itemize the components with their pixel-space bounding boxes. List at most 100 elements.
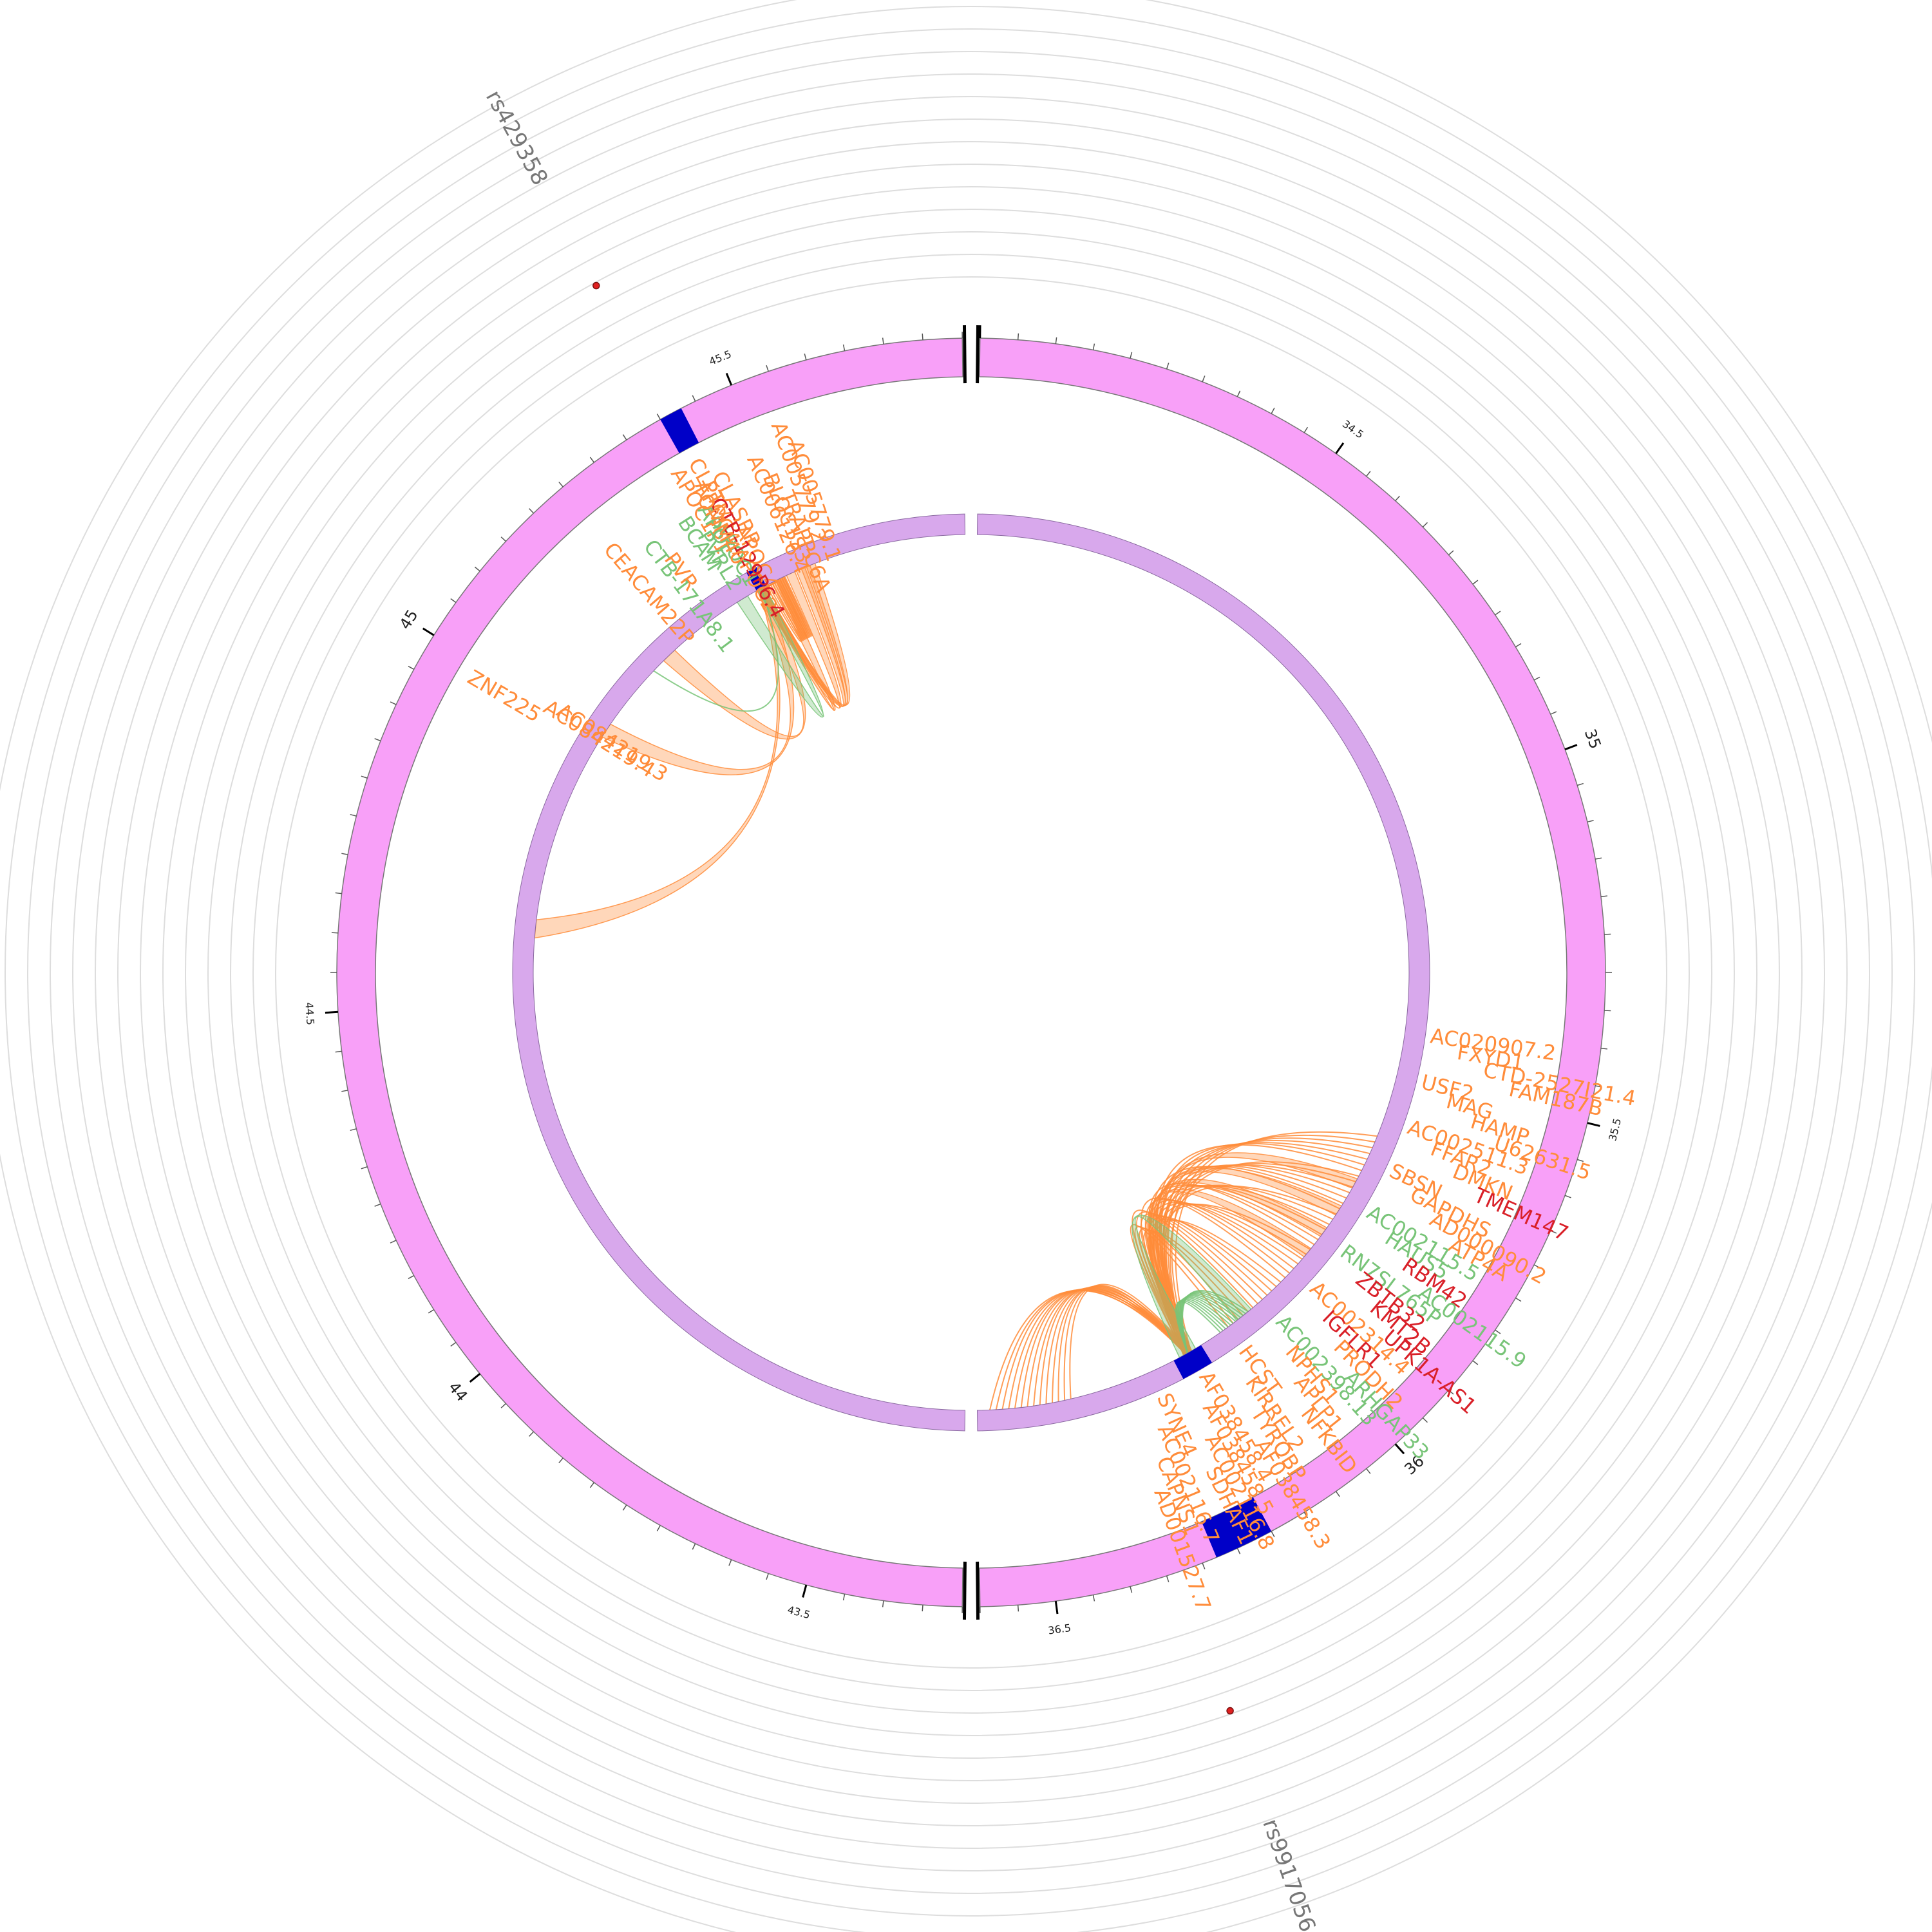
- tick-mark: [422, 627, 435, 636]
- tick-mark: [1335, 1491, 1340, 1497]
- chr16-green-curve: [1175, 1301, 1221, 1354]
- tick-mark: [1366, 1468, 1371, 1474]
- tick-mark: [1394, 1443, 1405, 1455]
- highlight-region: [660, 408, 699, 453]
- tick-mark: [428, 1309, 435, 1314]
- tick-mark: [350, 813, 357, 817]
- tick-mark: [728, 1559, 732, 1566]
- grid-circle: [117, 118, 1825, 1826]
- tick-mark: [450, 1341, 457, 1347]
- tick-mark: [766, 365, 769, 372]
- segment-break: [962, 1561, 967, 1620]
- chr16-orange-curve: [1132, 1209, 1254, 1356]
- inner-ring-chr16: [976, 513, 1430, 1432]
- tick-mark: [500, 1403, 506, 1408]
- tick-mark: [656, 1525, 661, 1531]
- grid-circle: [27, 28, 1915, 1917]
- grid-circle: [252, 254, 1690, 1691]
- tick-mark: [408, 1275, 415, 1280]
- tick-mark: [1130, 352, 1133, 359]
- snp-label: rs429358: [480, 86, 553, 190]
- chr16-orange-curve: [1134, 1226, 1234, 1355]
- tick-mark: [558, 481, 564, 488]
- tick-mark: [922, 1605, 923, 1612]
- chr16-orange-curve: [1164, 1184, 1334, 1352]
- ideogram-chr19: [336, 337, 963, 1607]
- tick-mark: [1092, 1595, 1095, 1602]
- tick-mark: [1236, 1548, 1241, 1555]
- tick-mark: [1236, 390, 1241, 397]
- tick-mark: [692, 1543, 696, 1550]
- tick-mark: [1092, 343, 1095, 350]
- tick-mark: [1395, 495, 1400, 502]
- tick-mark: [350, 1128, 357, 1132]
- chr19-orange-curve: [777, 577, 810, 638]
- tick-mark: [1017, 333, 1019, 340]
- tick-mark: [474, 566, 480, 572]
- tick-mark: [1166, 1575, 1170, 1582]
- tick-mark: [1130, 1586, 1133, 1593]
- chr16-orange-curve: [1135, 1211, 1258, 1355]
- grid-circle: [162, 164, 1780, 1781]
- outer-ideogram-ring: [336, 325, 1606, 1620]
- tick-mark: [469, 1373, 481, 1383]
- tick-mark: [1495, 1329, 1501, 1334]
- tick-mark: [1054, 1601, 1059, 1615]
- ideogram-chr16: [979, 337, 1606, 1607]
- tick-mark: [842, 1594, 846, 1601]
- tick-mark: [361, 1166, 368, 1170]
- tick-mark: [374, 1203, 381, 1207]
- tick-mark: [656, 413, 661, 420]
- inner-highlight-region: [1173, 1345, 1212, 1379]
- tick-mark: [1271, 1531, 1275, 1537]
- tick-mark: [341, 1090, 348, 1092]
- tick-mark: [1600, 1047, 1607, 1050]
- chr19-green-curve: [653, 587, 779, 712]
- grid-circle: [140, 141, 1803, 1804]
- tick-mark: [1422, 1417, 1428, 1423]
- tick-mark: [1595, 1085, 1602, 1088]
- tick-mark: [622, 1504, 627, 1511]
- tick-mark: [1515, 1297, 1522, 1302]
- tick-mark: [804, 354, 807, 361]
- tick-mark: [361, 775, 368, 779]
- tick-mark: [1271, 408, 1275, 414]
- chr16-orange-curve: [989, 1289, 1188, 1410]
- tick-label: 35: [1581, 726, 1605, 751]
- chr16-orange-curve: [1149, 1199, 1294, 1352]
- tick-mark: [882, 1600, 884, 1607]
- tick-mark: [922, 333, 923, 340]
- tick-label: 34.5: [1340, 418, 1366, 441]
- grid-circle: [275, 276, 1667, 1669]
- tick-label: 36.5: [1047, 1622, 1072, 1637]
- tick-mark: [1448, 1389, 1454, 1395]
- tick-mark: [335, 1050, 342, 1053]
- chr16-green-link: [1132, 1215, 1252, 1359]
- tick-label: 45: [396, 607, 422, 633]
- tick-mark: [1587, 1122, 1600, 1127]
- tick-mark: [529, 1431, 535, 1437]
- tick-mark: [692, 395, 696, 402]
- tick-mark: [1202, 1562, 1206, 1569]
- tick-mark: [1587, 820, 1594, 823]
- tick-mark: [1495, 611, 1501, 616]
- grid-circle: [230, 231, 1712, 1714]
- tick-mark: [500, 536, 506, 542]
- tick-mark: [725, 372, 733, 386]
- tick-label: 35.5: [1606, 1117, 1624, 1142]
- tick-mark: [802, 1584, 808, 1598]
- tick-mark: [589, 457, 594, 463]
- tick-mark: [341, 853, 348, 855]
- tick-mark: [1472, 580, 1479, 585]
- tick-mark: [1604, 1010, 1611, 1012]
- chr16-orange-link: [1146, 1188, 1312, 1356]
- tick-label: 44: [445, 1378, 471, 1405]
- grid-circle: [95, 96, 1848, 1849]
- highlight-region: [1201, 1497, 1272, 1558]
- tick-mark: [1303, 1511, 1309, 1519]
- tick-mark: [589, 1482, 594, 1488]
- tick-mark: [1533, 676, 1540, 681]
- tick-mark: [558, 1457, 564, 1464]
- tick-mark: [529, 508, 535, 514]
